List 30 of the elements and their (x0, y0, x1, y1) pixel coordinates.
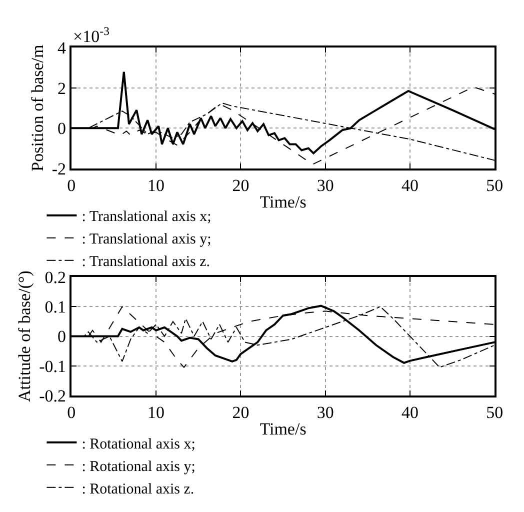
x-tick-label: 40 (401, 402, 418, 422)
x-tick-label: 10 (148, 402, 165, 422)
x-tick-label: 30 (316, 176, 334, 195)
y-tick-label: 0.1 (44, 298, 66, 317)
x-axis-title: Time/s (260, 192, 306, 212)
y-tick-label: 2 (58, 78, 66, 98)
legend-label: : Translational axis z. (82, 254, 210, 270)
x-tick-label: 50 (486, 176, 504, 195)
legend-label: : Translational axis x; (82, 209, 212, 226)
legend-label: : Rotational axis y; (82, 458, 196, 475)
y-tick-label: 4 (58, 38, 66, 58)
y-tick-label: -2 (52, 159, 66, 178)
x-axis-title: Time/s (260, 420, 306, 439)
x-tick-label: 10 (148, 176, 165, 195)
legend-label: : Rotational axis x; (82, 436, 196, 452)
x-tick-label: 40 (401, 176, 418, 195)
y-tick-label: -0.2 (39, 386, 66, 406)
y-tick-label: -0.1 (39, 356, 66, 376)
x-tick-label: 50 (486, 402, 504, 422)
legend-label: : Rotational axis z. (82, 481, 194, 498)
y-tick-label: 0 (58, 327, 66, 346)
y-axis-title: Attitude of base/(°) (15, 270, 34, 402)
y-tick-label: 0 (58, 119, 66, 138)
y-axis-title: Position of base/m (28, 44, 47, 172)
x-tick-label: 20 (232, 402, 250, 422)
legend-label: : Translational axis y; (82, 232, 212, 248)
x-tick-label: 30 (316, 402, 334, 422)
y-tick-label: 0.2 (44, 268, 66, 288)
x-tick-label: 20 (232, 176, 250, 195)
text: ×10$^{-3}$ (73, 24, 110, 46)
